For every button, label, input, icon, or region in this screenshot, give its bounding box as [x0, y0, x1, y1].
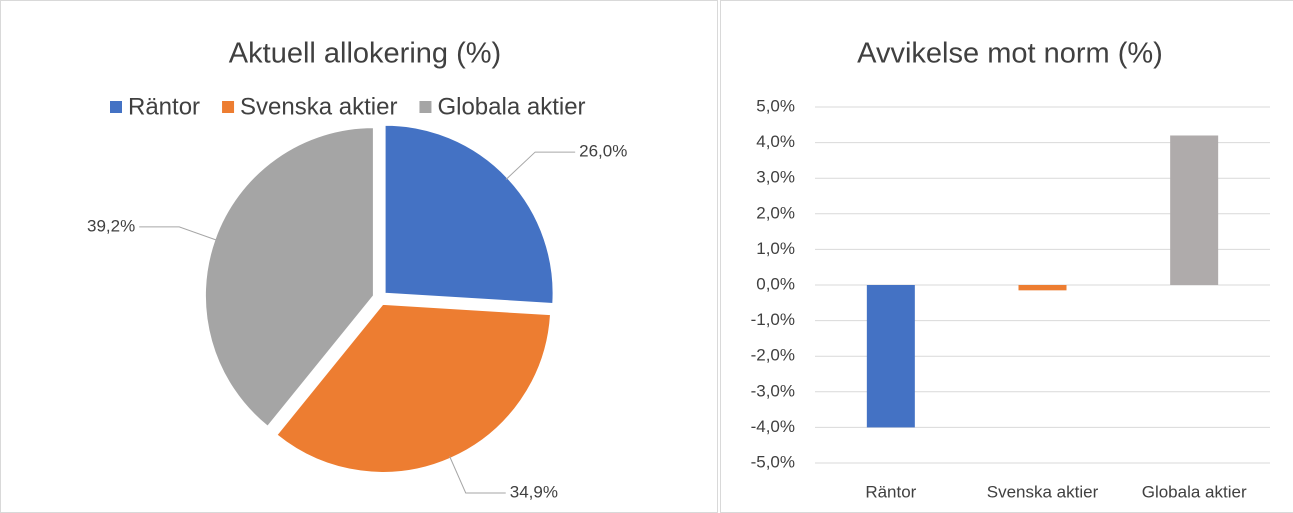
- leader-line: [505, 151, 576, 180]
- data-label: 26,0%: [579, 142, 627, 161]
- legend-label: Räntor: [128, 93, 200, 120]
- legend-swatch: [419, 101, 432, 113]
- y-tick-label: 5,0%: [756, 96, 795, 115]
- y-tick-label: 4,0%: [756, 132, 795, 151]
- y-tick-label: 3,0%: [756, 168, 795, 187]
- y-tick-label: 1,0%: [756, 239, 795, 258]
- bar: [1170, 135, 1219, 285]
- bar: [1018, 285, 1067, 291]
- data-label: 34,9%: [510, 482, 558, 501]
- bar-title: Avvikelse mot norm (%): [857, 38, 1163, 70]
- legend-swatch: [110, 101, 122, 113]
- pie-title: Aktuell allokering (%): [229, 38, 501, 70]
- x-tick-label: Svenska aktier: [987, 482, 1099, 501]
- leader-line: [139, 226, 218, 241]
- y-tick-label: 2,0%: [756, 203, 795, 222]
- legend-swatch: [222, 101, 235, 113]
- x-tick-label: Räntor: [865, 482, 916, 501]
- y-tick-label: 0,0%: [756, 274, 795, 293]
- bar: [866, 285, 915, 428]
- leader-line: [449, 456, 506, 494]
- y-tick-label: -5,0%: [751, 452, 795, 471]
- legend-label: Globala aktier: [437, 93, 585, 120]
- y-tick-label: -2,0%: [751, 346, 795, 365]
- y-tick-label: -1,0%: [751, 310, 795, 329]
- y-tick-label: -3,0%: [751, 381, 795, 400]
- legend-label: Svenska aktier: [240, 93, 397, 120]
- y-tick-label: -4,0%: [751, 417, 795, 436]
- data-label: 39,2%: [87, 216, 135, 235]
- x-tick-label: Globala aktier: [1142, 482, 1247, 501]
